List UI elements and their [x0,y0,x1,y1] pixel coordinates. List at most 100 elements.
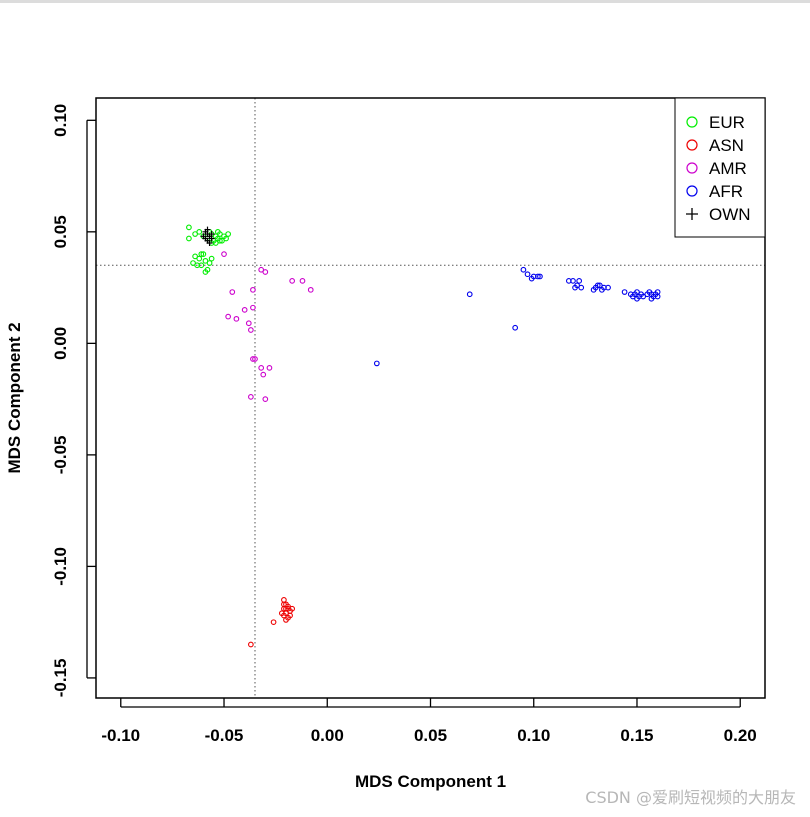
data-point [206,260,213,266]
legend-marker [686,139,698,151]
data-point [192,253,198,260]
y-tick-label: -0.15 [51,659,70,698]
legend-label: AMR [709,159,747,178]
data-point [262,396,269,402]
y-axis: 0.10 0.05 0.00 -0.05 -0.10 -0.15 [51,104,96,698]
x-axis: -0.10 -0.05 0.00 0.05 0.10 0.15 0.20 [101,698,757,745]
data-point [640,293,647,300]
data-point [208,235,215,242]
x-tick-label: 0.10 [517,726,550,745]
data-point [535,273,541,280]
data-point [578,284,585,291]
data-point [241,307,248,313]
data-point [221,251,227,257]
data-point [283,605,289,612]
data-point [266,365,273,371]
data-point [229,289,236,295]
legend-marker [686,116,698,128]
legend-label: EUR [709,113,745,132]
data-point [192,231,198,237]
data-point [262,269,269,275]
top-border [0,0,810,3]
data-point [281,601,287,608]
data-point [225,231,231,237]
data-point [283,617,289,623]
data-point [225,313,231,320]
x-tick-label: 0.00 [311,726,344,745]
data-point [278,610,285,617]
data-point [260,371,267,378]
series-asn [248,597,296,648]
legend-label: ASN [709,136,744,155]
data-point [373,360,380,367]
series-afr [373,266,661,367]
watermark: CSDN @爱刷短视频的大朋友 [585,788,796,807]
data-point [198,251,205,257]
y-tick-label: -0.10 [51,547,70,586]
data-point [248,327,254,333]
data-point [208,255,215,262]
data-point [512,324,519,331]
data-point [206,239,213,246]
data-point [248,394,254,400]
legend-label: OWN [709,205,751,224]
data-point [520,266,527,273]
data-point [223,235,229,242]
data-point [214,228,221,235]
data-point [252,356,258,362]
data-point [258,266,265,273]
data-point [281,597,287,603]
x-tick-label: -0.10 [101,726,140,745]
data-point [654,289,661,295]
data-point [574,282,580,289]
x-tick-label: 0.15 [620,726,653,745]
data-point [200,233,207,240]
data-point [219,237,225,244]
data-point [250,286,256,293]
y-tick-label: -0.05 [51,436,70,475]
data-point [250,304,256,311]
data-point [245,320,252,327]
series-eur [186,224,231,275]
data-point [200,251,207,257]
legend-marker [686,162,698,174]
data-point [190,260,196,266]
data-points [186,224,661,648]
data-point [196,228,203,235]
x-tick-label: 0.20 [724,726,757,745]
data-point [307,286,314,293]
y-tick-label: 0.10 [51,104,70,137]
data-point [287,612,293,619]
data-point [299,278,306,284]
data-point [537,273,543,280]
series-own [200,226,215,246]
legend-marker [686,208,698,220]
data-point [202,257,209,264]
data-point [194,262,201,269]
x-tick-label: -0.05 [205,726,244,745]
x-tick-label: 0.05 [414,726,447,745]
data-point [634,289,640,295]
data-point [270,619,277,626]
y-tick-label: 0.05 [51,215,70,248]
data-point [621,289,628,295]
data-point [186,224,192,231]
data-point [250,356,256,362]
data-point [233,315,240,322]
data-point [524,271,531,278]
data-point [248,641,254,648]
data-point [594,282,601,289]
y-tick-label: 0.00 [51,327,70,360]
data-point [212,240,219,246]
data-point [466,291,473,298]
plot-frame [95,97,766,699]
data-point [576,278,583,284]
data-point [596,282,603,289]
legend-marker [686,185,698,197]
reference-lines [96,98,765,698]
data-point [204,226,211,233]
legend-label: AFR [709,182,743,201]
data-point [196,255,203,262]
data-point [570,278,576,284]
